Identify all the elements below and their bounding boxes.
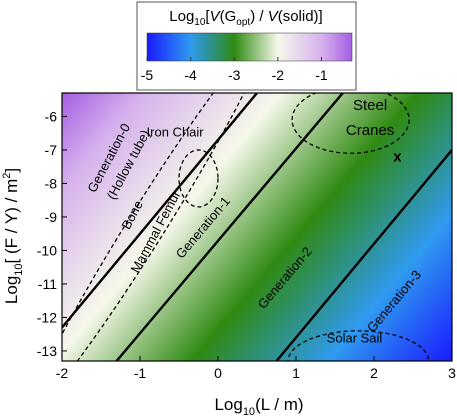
- x-axis-label: Log10(L / m): [214, 395, 303, 418]
- x-tick-label: -1: [134, 365, 147, 381]
- y-tick-label: -6: [45, 108, 58, 124]
- y-tick-label: -10: [37, 242, 57, 258]
- generation-boundaries: [62, 93, 452, 361]
- colorbar-title: Log10[V(Gopt) / V(solid)]: [169, 8, 322, 28]
- application-label: Solar Sail: [327, 331, 383, 346]
- y-tick-label: -8: [45, 175, 58, 191]
- y-axis-ticks: -6 -7 -8 -9 -10 -11 -12 -13: [37, 108, 67, 359]
- application-label: Iron Chair: [147, 125, 205, 140]
- y-tick-label: -7: [45, 142, 58, 158]
- y-tick-label: -13: [37, 343, 57, 359]
- plot-frame: [61, 92, 453, 362]
- application-region: [287, 330, 430, 361]
- x-tick-label: 3: [448, 365, 456, 381]
- y-tick-label: -11: [38, 276, 57, 292]
- x-tick-label: 1: [292, 365, 300, 381]
- colorbar-tick-label: -2: [272, 67, 285, 83]
- colorbar-tick-label: -3: [228, 67, 241, 83]
- application-label: Cranes: [346, 122, 394, 139]
- marker-label: x: [393, 149, 402, 166]
- x-tick-label: -2: [56, 365, 69, 381]
- x-axis-ticks: -2 -1 0 1 2 3: [56, 356, 456, 381]
- colorbar-tick-label: -1: [315, 67, 328, 83]
- application-region: [291, 93, 410, 154]
- boundary-line: [115, 93, 344, 361]
- y-tick-label: -12: [37, 309, 57, 325]
- marker: x: [393, 149, 402, 166]
- boundary-line: [62, 93, 258, 329]
- x-tick-label: 2: [370, 365, 378, 381]
- y-axis-label: Log10[ (F / Y) / m2]: [1, 168, 25, 304]
- boundary-line: [275, 149, 452, 361]
- colorbar-tick-label: -4: [184, 67, 197, 83]
- x-tick-label: 0: [214, 365, 222, 381]
- colorbar: Log10[V(Gopt) / V(solid)] -5 -4 -3 -2 -1: [136, 1, 357, 91]
- application-region: [62, 93, 266, 361]
- application-label: Steel: [353, 97, 387, 114]
- colorbar-ticks: -5 -4 -3 -2 -1: [141, 57, 328, 83]
- colorbar-gradient: [146, 32, 353, 62]
- y-tick-label: -9: [45, 209, 58, 225]
- colorbar-tick-label: -5: [141, 67, 154, 83]
- application-region: [178, 149, 219, 208]
